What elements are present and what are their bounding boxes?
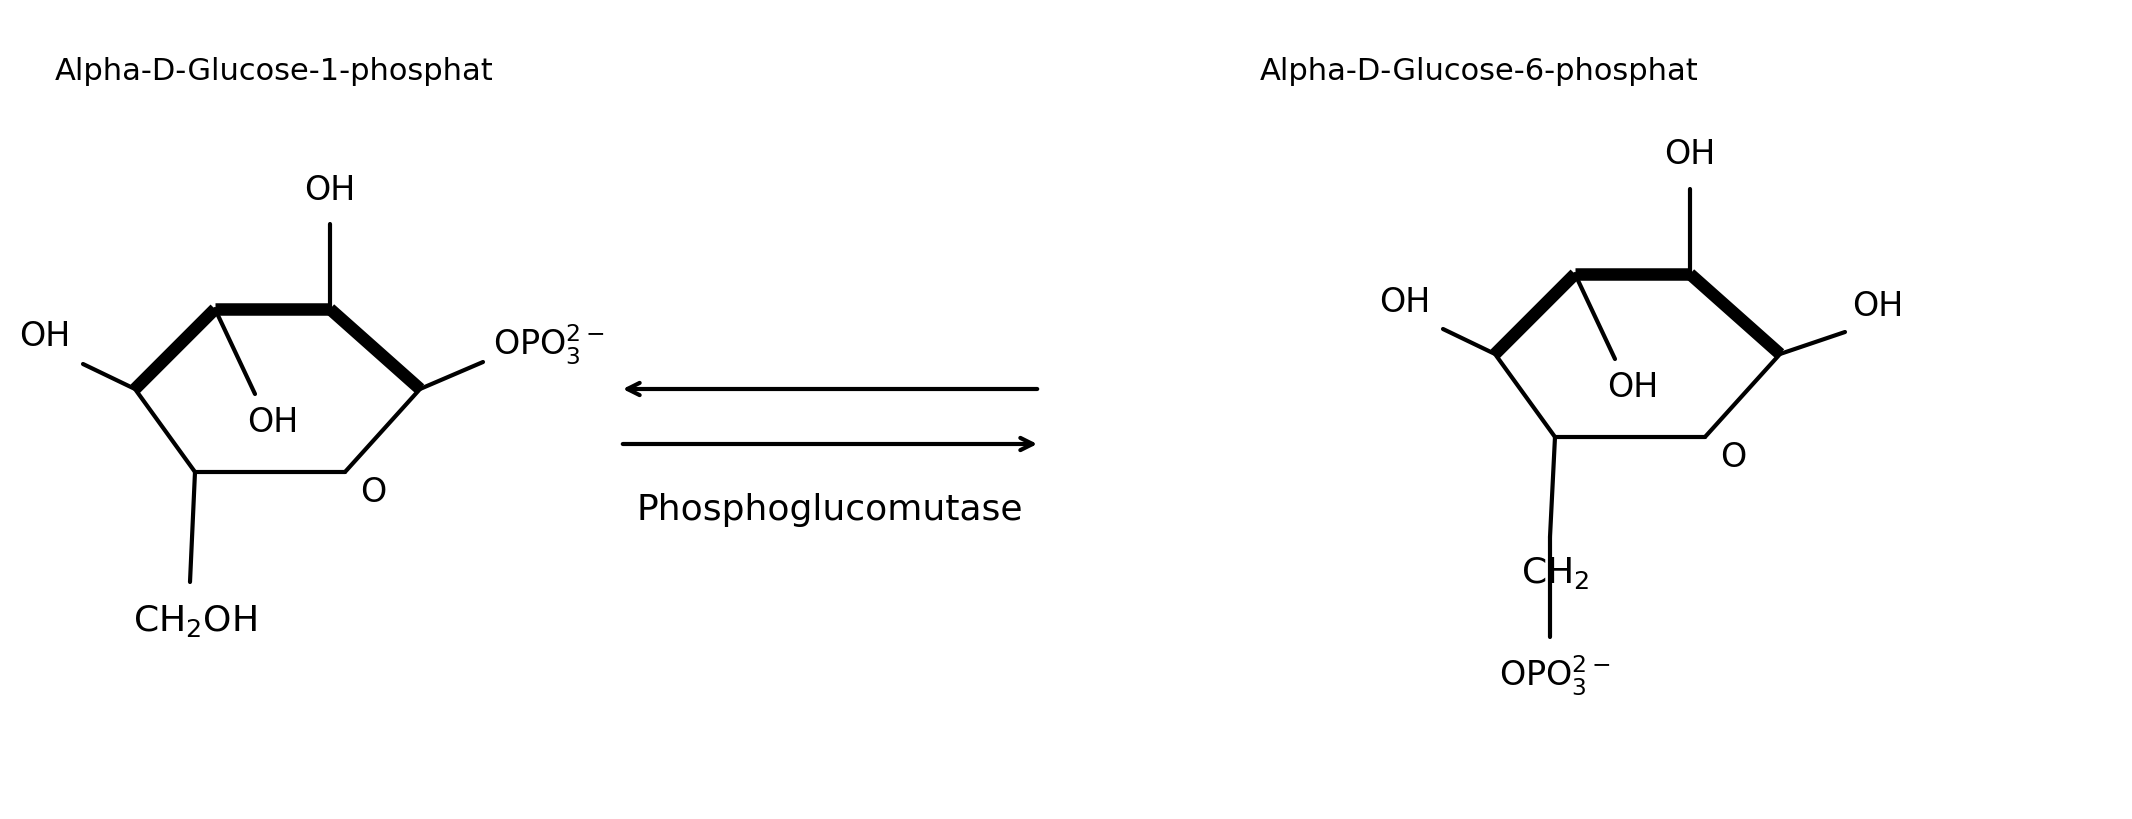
- Text: OH: OH: [1379, 285, 1431, 318]
- Text: O: O: [360, 476, 386, 509]
- Text: OH: OH: [305, 174, 356, 206]
- Text: $\mathregular{OPO_3^{2-}}$: $\mathregular{OPO_3^{2-}}$: [492, 323, 605, 367]
- Text: OH: OH: [1665, 138, 1716, 171]
- Text: OH: OH: [1853, 290, 1904, 324]
- Text: Phosphoglucomutase: Phosphoglucomutase: [637, 492, 1023, 527]
- Text: Alpha-D-Glucose-1-phosphat: Alpha-D-Glucose-1-phosphat: [55, 57, 495, 86]
- Text: $\mathregular{OPO_3^{2-}}$: $\mathregular{OPO_3^{2-}}$: [1499, 653, 1612, 697]
- Text: Alpha-D-Glucose-6-phosphat: Alpha-D-Glucose-6-phosphat: [1260, 57, 1699, 86]
- Text: O: O: [1721, 441, 1746, 474]
- Text: $\mathregular{CH_2}$: $\mathregular{CH_2}$: [1520, 554, 1588, 590]
- Text: OH: OH: [247, 406, 298, 439]
- Text: OH: OH: [19, 320, 70, 353]
- Text: OH: OH: [1608, 371, 1659, 404]
- Text: $\mathregular{CH_2OH}$: $\mathregular{CH_2OH}$: [132, 602, 258, 638]
